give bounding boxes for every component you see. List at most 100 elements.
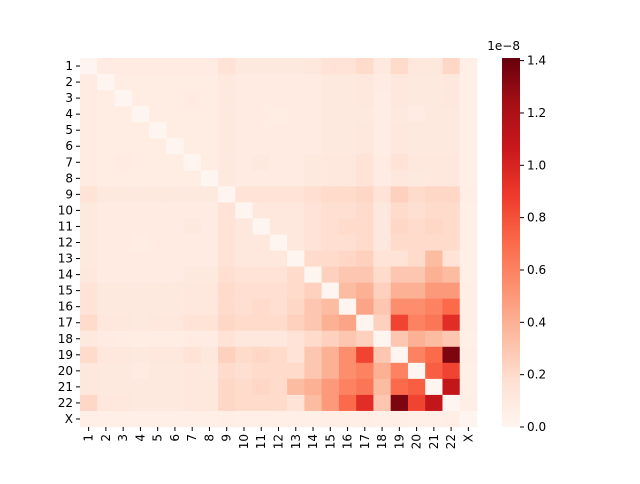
heatmap-cell — [390, 122, 409, 139]
heatmap-cell — [287, 330, 305, 348]
heatmap-cell — [442, 234, 461, 251]
heatmap-cell — [304, 154, 323, 171]
colorbar — [502, 58, 520, 427]
heatmap-cell — [149, 202, 167, 219]
heatmap-cell — [459, 154, 478, 171]
heatmap-cell — [252, 330, 271, 348]
heatmap-cell — [218, 378, 236, 396]
heatmap-cell — [321, 218, 340, 235]
heatmap-cell — [97, 234, 115, 251]
heatmap-cell — [97, 154, 115, 171]
heatmap-cell — [459, 362, 478, 380]
heatmap-cell — [183, 250, 202, 267]
y-tick-label: 21 — [58, 380, 73, 394]
heatmap-cell — [269, 394, 288, 412]
heatmap-cell — [235, 154, 254, 171]
heatmap-cell — [80, 58, 98, 75]
heatmap-cell — [321, 186, 340, 203]
heatmap-cell — [338, 394, 357, 412]
heatmap-cell — [407, 202, 426, 219]
heatmap-cell — [183, 410, 202, 428]
heatmap-cell — [269, 138, 288, 155]
x-tick-label: 20 — [410, 434, 424, 449]
heatmap-cell — [287, 90, 305, 107]
heatmap-cell — [269, 58, 288, 75]
heatmap-cell — [304, 90, 323, 107]
x-tick-label: 10 — [237, 434, 251, 449]
heatmap-cell — [269, 362, 288, 380]
heatmap-cell — [183, 394, 202, 412]
heatmap-cell — [218, 266, 236, 284]
heatmap-cell — [166, 314, 184, 332]
heatmap-cell — [114, 234, 133, 251]
heatmap-cell — [390, 362, 409, 380]
heatmap-cell — [287, 154, 305, 171]
heatmap-cell — [235, 346, 254, 364]
heatmap-cell — [356, 58, 374, 75]
heatmap-cell — [200, 154, 219, 171]
heatmap-cell — [183, 330, 202, 348]
heatmap-cell — [425, 394, 443, 412]
heatmap-cell — [338, 154, 357, 171]
heatmap-cell — [200, 218, 219, 235]
heatmap-cell — [304, 346, 323, 364]
heatmap-cell — [235, 202, 254, 219]
heatmap-cell — [304, 106, 323, 123]
heatmap-cell — [131, 362, 150, 380]
heatmap-cell — [183, 58, 202, 75]
heatmap-cell — [287, 346, 305, 364]
heatmap-cell — [166, 170, 184, 187]
heatmap-cell — [459, 138, 478, 155]
heatmap-cell — [356, 378, 374, 396]
heatmap-cell — [390, 154, 409, 171]
heatmap-cell — [373, 250, 392, 267]
heatmap-cell — [200, 122, 219, 139]
heatmap-cell — [114, 330, 133, 348]
heatmap-cell — [114, 346, 133, 364]
heatmap-cell — [304, 202, 323, 219]
heatmap-cell — [304, 186, 323, 203]
heatmap-cell — [183, 122, 202, 139]
heatmap-cell — [235, 250, 254, 267]
heatmap-cell — [114, 314, 133, 332]
heatmap-cell — [407, 346, 426, 364]
x-tick-label: 1 — [82, 434, 96, 442]
y-tick-label: 10 — [58, 203, 73, 217]
heatmap-cell — [235, 138, 254, 155]
heatmap-cell — [459, 314, 478, 332]
heatmap-cell — [149, 282, 167, 300]
x-tick-label: 21 — [427, 434, 441, 449]
heatmap-cell — [407, 106, 426, 123]
heatmap-cell — [166, 346, 184, 364]
heatmap-cell — [269, 378, 288, 396]
heatmap-cell — [321, 250, 340, 267]
heatmap-cell — [425, 90, 443, 107]
x-tick-label: 7 — [185, 434, 199, 442]
heatmap-cell — [200, 202, 219, 219]
heatmap-cell — [304, 314, 323, 332]
heatmap-cell — [287, 202, 305, 219]
heatmap-cell — [407, 90, 426, 107]
heatmap-cell — [200, 410, 219, 428]
heatmap-cell — [321, 330, 340, 348]
heatmap-cell — [218, 362, 236, 380]
heatmap-cell — [287, 378, 305, 396]
heatmap-cell — [287, 74, 305, 91]
heatmap-cell — [80, 218, 98, 235]
heatmap-cell — [407, 234, 426, 251]
heatmap-cell — [425, 234, 443, 251]
heatmap-cell — [442, 122, 461, 139]
heatmap-cell — [459, 266, 478, 284]
heatmap-cell — [166, 234, 184, 251]
heatmap-cell — [321, 282, 340, 300]
heatmap-cell — [252, 410, 271, 428]
heatmap-cell — [80, 282, 98, 300]
heatmap-cell — [149, 234, 167, 251]
heatmap-cell — [373, 378, 392, 396]
heatmap-cell — [149, 122, 167, 139]
heatmap-cell — [235, 170, 254, 187]
heatmap-cell — [338, 330, 357, 348]
heatmap-cell — [442, 250, 461, 267]
heatmap-cell — [269, 314, 288, 332]
